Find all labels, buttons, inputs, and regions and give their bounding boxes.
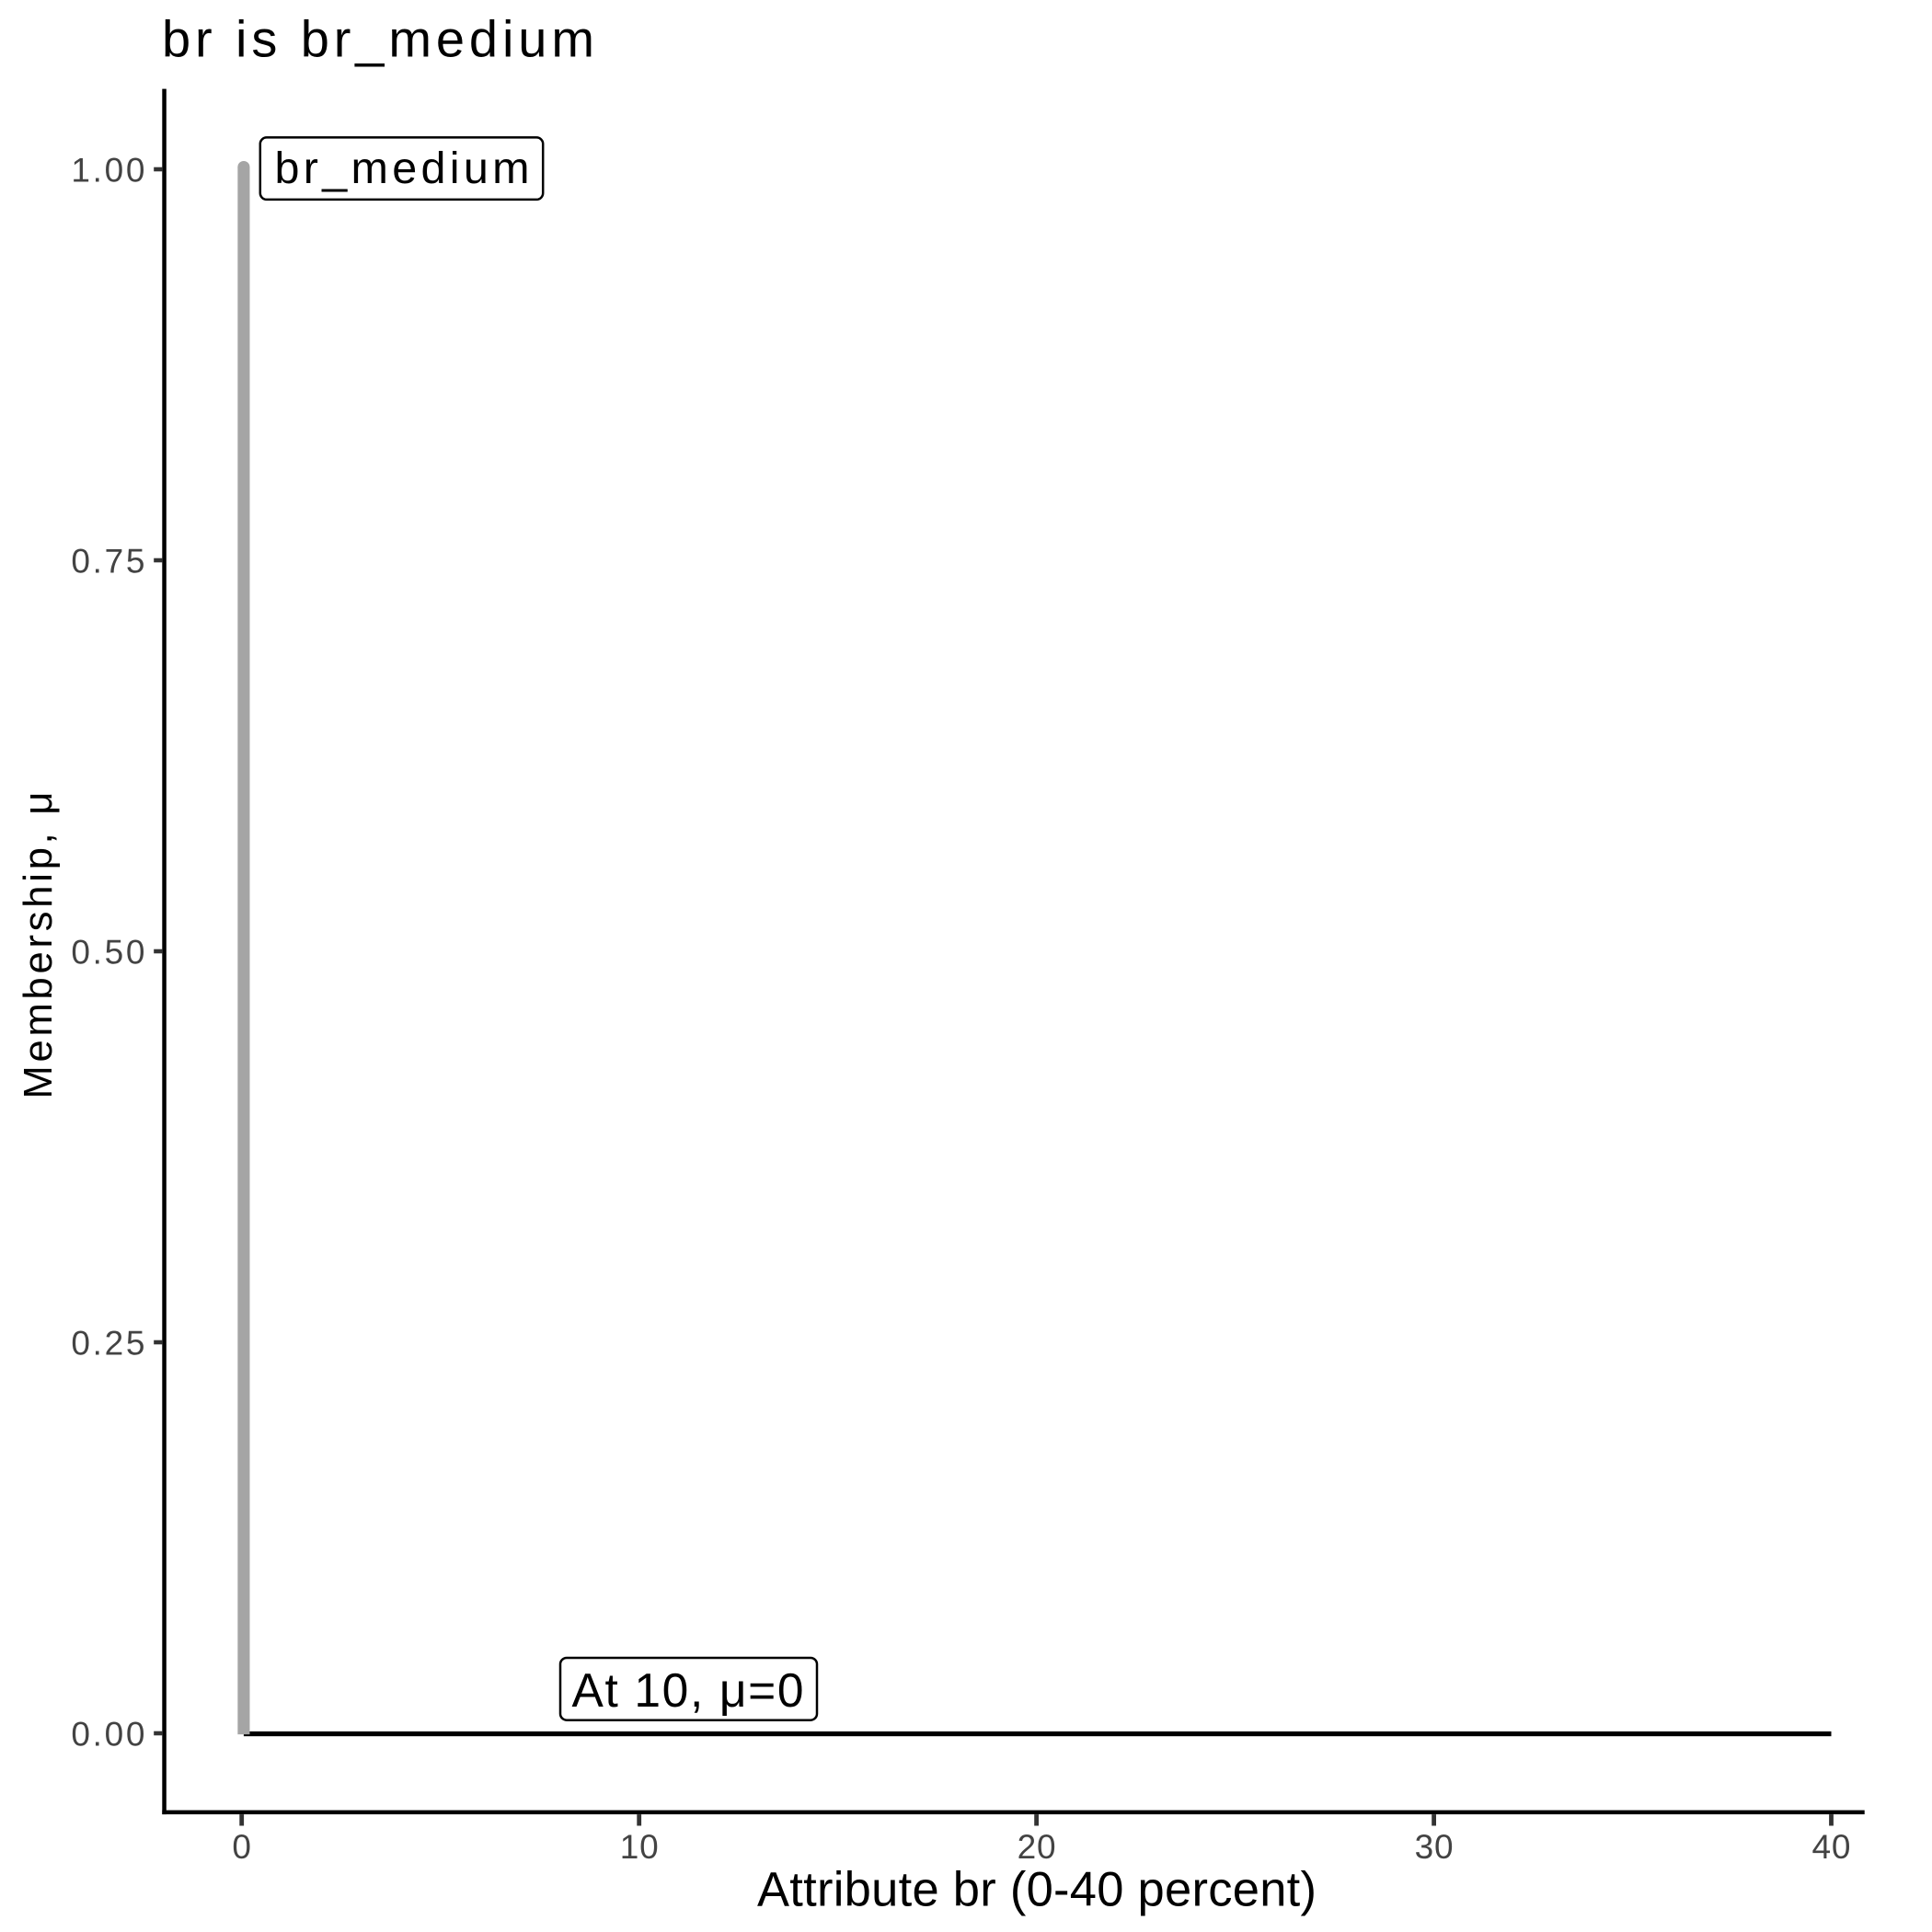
svg-text:0.00: 0.00 — [71, 1715, 144, 1753]
svg-text:10: 10 — [620, 1828, 659, 1866]
svg-text:0.50: 0.50 — [71, 933, 144, 971]
svg-text:br_medium: br_medium — [275, 144, 530, 193]
svg-text:1.00: 1.00 — [71, 151, 144, 189]
svg-text:Attribute br (0-40 percent): Attribute br (0-40 percent) — [757, 1862, 1317, 1916]
svg-text:0: 0 — [232, 1828, 251, 1866]
svg-text:0.25: 0.25 — [71, 1324, 144, 1362]
svg-text:0.75: 0.75 — [71, 542, 144, 580]
svg-text:br is br_medium: br is br_medium — [162, 9, 594, 67]
svg-text:30: 30 — [1415, 1828, 1454, 1866]
svg-text:40: 40 — [1812, 1828, 1851, 1866]
svg-text:Membership, μ: Membership, μ — [17, 792, 61, 1099]
svg-text:20: 20 — [1018, 1828, 1056, 1866]
svg-text:At 10, μ=0: At 10, μ=0 — [572, 1663, 804, 1717]
